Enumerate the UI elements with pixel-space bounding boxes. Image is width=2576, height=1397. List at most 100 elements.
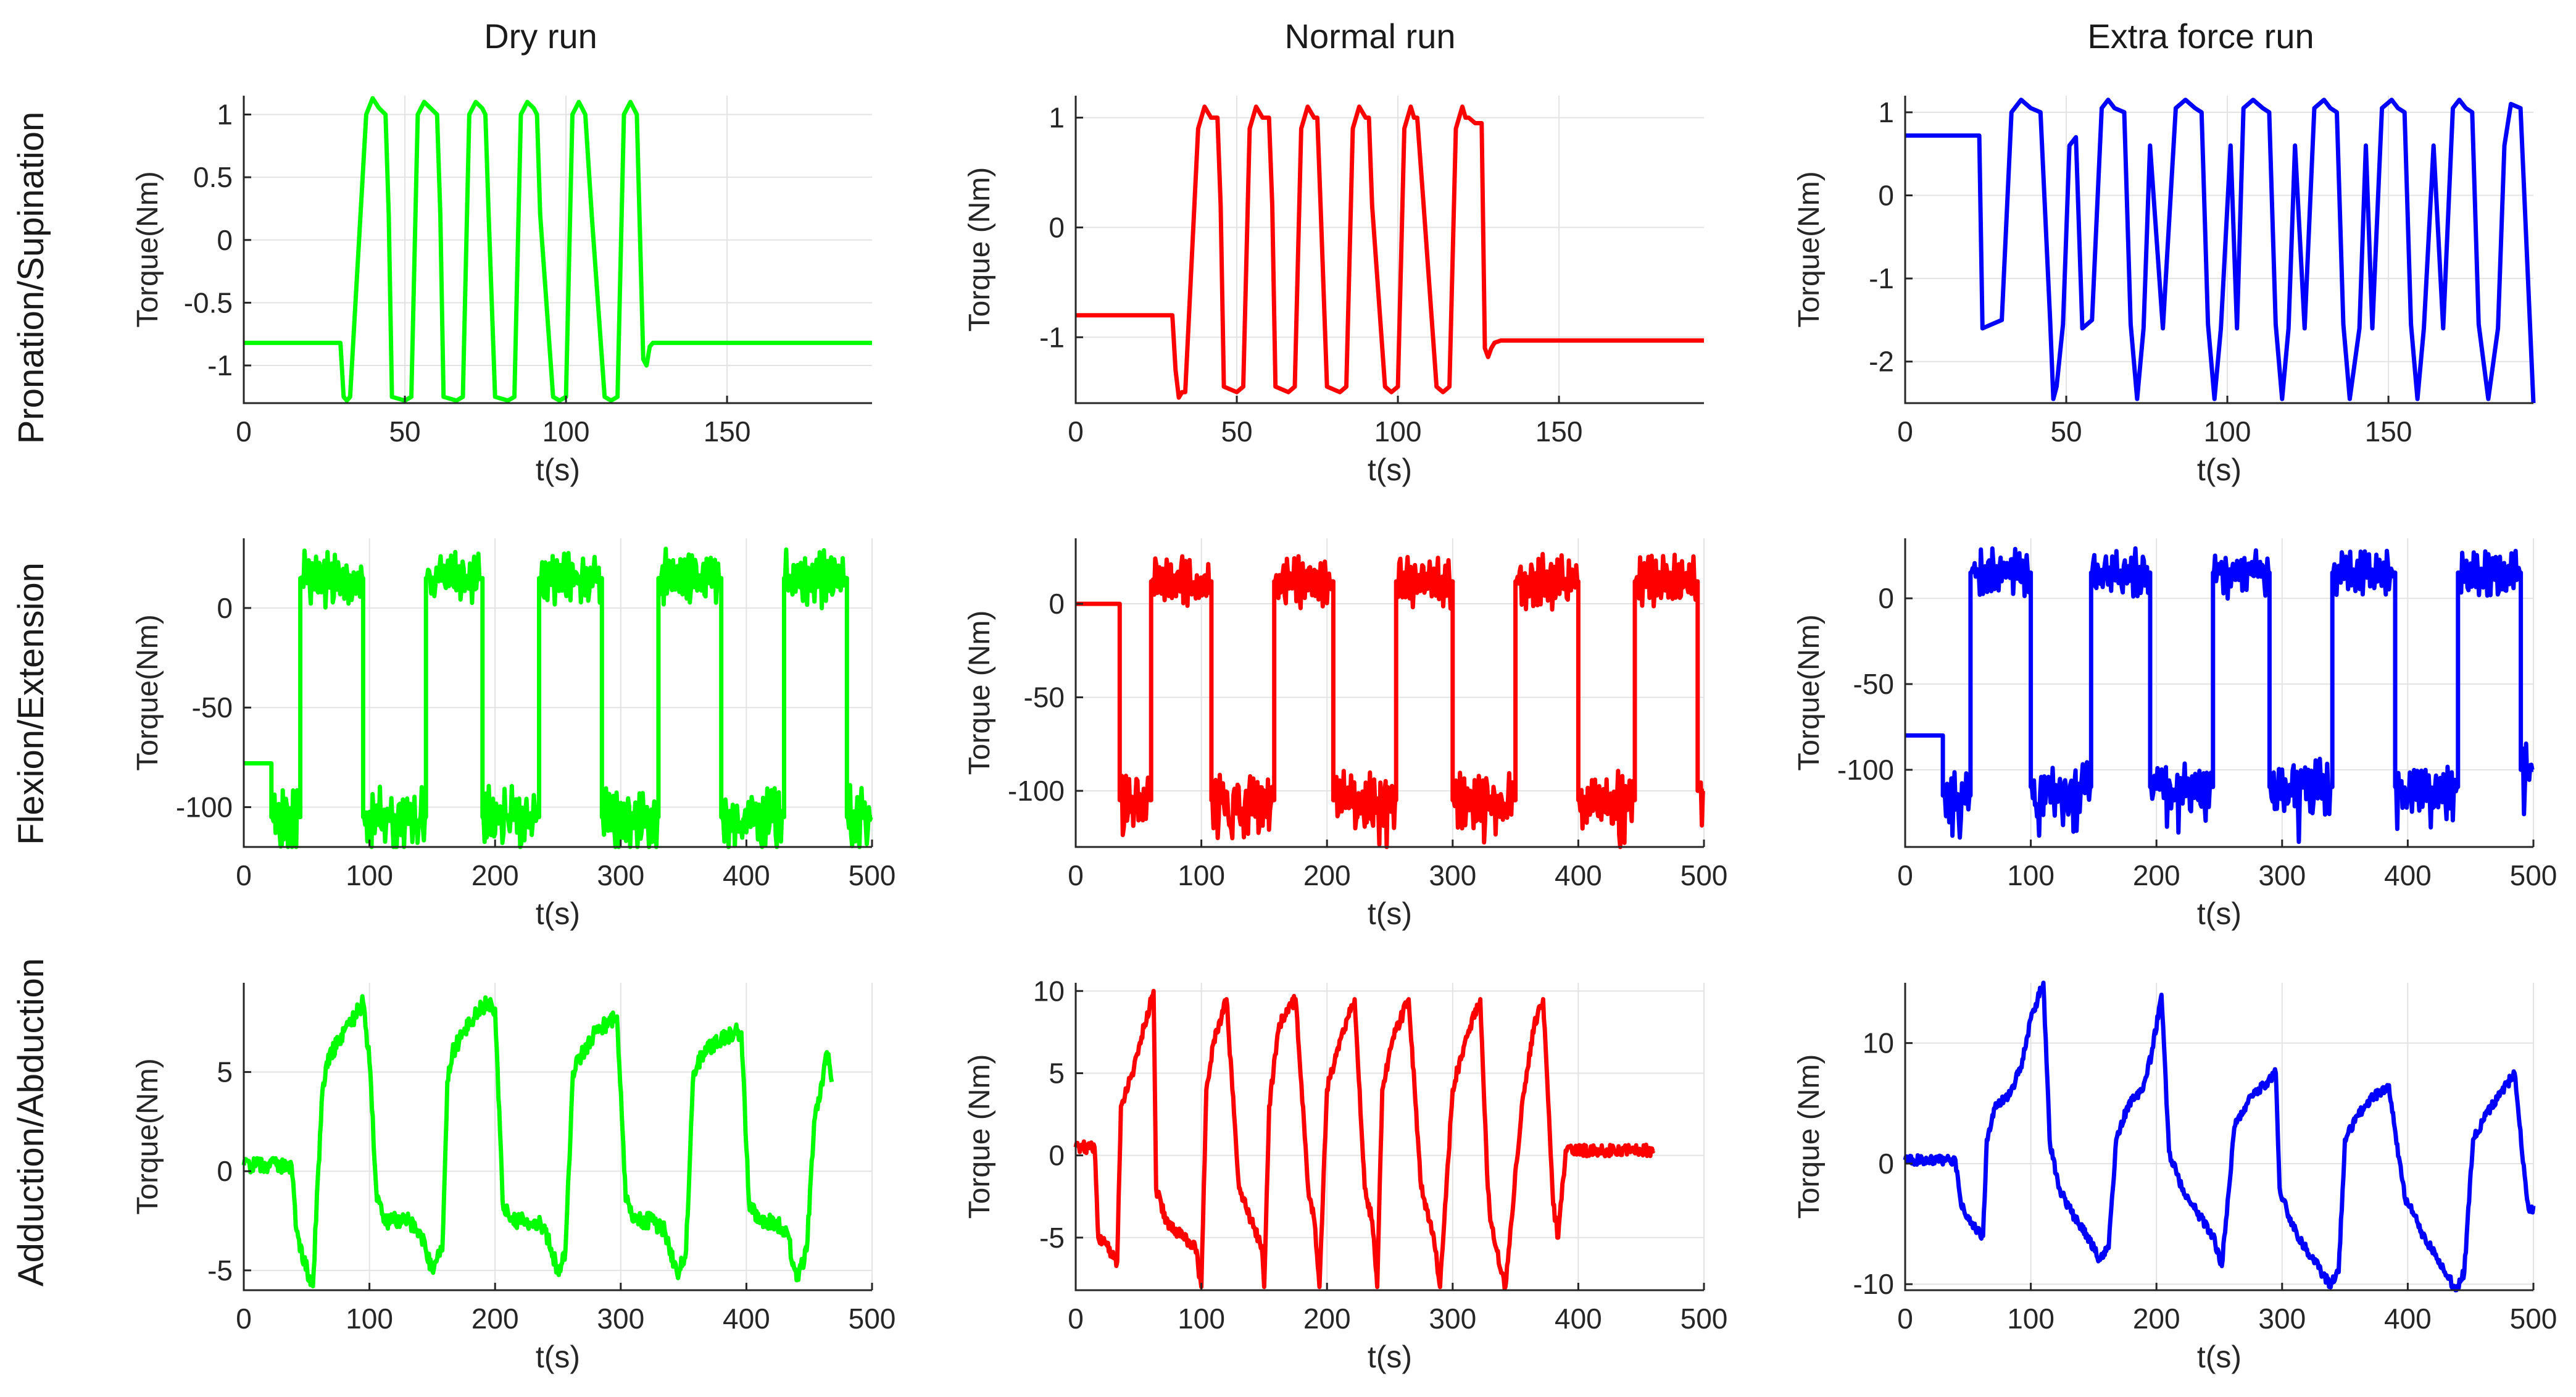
axes bbox=[1074, 983, 1704, 1291]
x-tick-label: 0 bbox=[236, 859, 252, 891]
x-tick-label: 200 bbox=[2133, 859, 2180, 891]
series-line-flexion-extension-dry-run bbox=[243, 546, 873, 849]
y-tick-label: 1 bbox=[217, 98, 233, 130]
y-tick-label: 1 bbox=[1878, 96, 1894, 128]
x-tick-label: 0 bbox=[1897, 1303, 1913, 1335]
x-tick-label: 200 bbox=[472, 859, 519, 891]
x-tick-label: 200 bbox=[1303, 859, 1351, 891]
x-tick-label: 300 bbox=[2258, 859, 2306, 891]
x-tick-label: 0 bbox=[1897, 415, 1913, 448]
y-tick-label: -2 bbox=[1869, 346, 1894, 378]
panel-flexion-extension-normal-run: 0 100 200 300 400 500 0 -50 -100 t(s) Torque (Nm) bbox=[963, 538, 1727, 931]
x-tick-label: 100 bbox=[346, 1303, 393, 1335]
y-axis-label: Torque(Nm) bbox=[1793, 614, 1826, 770]
x-tick-label: 150 bbox=[1535, 415, 1583, 448]
x-tick-label: 300 bbox=[597, 859, 644, 891]
x-tick-label: 300 bbox=[2258, 1303, 2306, 1335]
x-axis-label: t(s) bbox=[2197, 896, 2242, 931]
x-tick-label: 100 bbox=[1178, 1303, 1225, 1335]
column-title-normal-run: Normal run bbox=[1285, 17, 1456, 56]
x-tick-label: 400 bbox=[2384, 1303, 2432, 1335]
axes bbox=[1904, 983, 2533, 1291]
x-tick-label: 100 bbox=[2007, 859, 2055, 891]
x-tick-label: 200 bbox=[1303, 1303, 1351, 1335]
y-tick-label: 10 bbox=[1863, 1027, 1894, 1059]
y-tick-label: -10 bbox=[1853, 1268, 1894, 1300]
y-tick-label: 0 bbox=[1049, 588, 1065, 620]
x-tick-label: 0 bbox=[1897, 859, 1913, 891]
x-tick-label: 0 bbox=[236, 415, 252, 448]
x-axis-label: t(s) bbox=[2197, 1340, 2242, 1374]
row-title-flexion-extension: Flexion/Extension bbox=[11, 562, 51, 845]
y-tick-label: 0 bbox=[1878, 1148, 1894, 1180]
x-tick-label: 0 bbox=[236, 1303, 252, 1335]
y-tick-label: -50 bbox=[1024, 682, 1065, 714]
x-tick-label: 0 bbox=[1068, 1303, 1084, 1335]
x-tick-label: 500 bbox=[2510, 1303, 2557, 1335]
x-tick-label: 50 bbox=[1221, 415, 1252, 448]
x-axis-label: t(s) bbox=[536, 452, 580, 487]
x-tick-label: 300 bbox=[1429, 859, 1476, 891]
x-axis-label: t(s) bbox=[536, 1340, 580, 1374]
axes bbox=[1074, 96, 1704, 404]
row-title-adduction-abduction: Adduction/Abduction bbox=[11, 958, 51, 1286]
x-tick-label: 100 bbox=[346, 859, 393, 891]
x-axis-label: t(s) bbox=[2197, 452, 2242, 487]
series-line-pronation-supination-normal-run bbox=[1076, 104, 1704, 400]
series-line-pronation-supination-dry-run bbox=[244, 96, 872, 403]
x-tick-label: 200 bbox=[2133, 1303, 2180, 1335]
x-tick-label: 400 bbox=[1555, 1303, 1602, 1335]
series-line-adduction-abduction-normal-run bbox=[1073, 988, 1656, 1291]
series-line-flexion-extension-normal-run bbox=[1074, 552, 1705, 849]
x-tick-label: 0 bbox=[1068, 859, 1084, 891]
y-tick-label: 0 bbox=[217, 592, 233, 624]
y-tick-label: 0 bbox=[1049, 211, 1065, 243]
x-tick-label: 100 bbox=[2204, 415, 2251, 448]
column-title-dry-run: Dry run bbox=[484, 17, 597, 56]
panel-pronation-supination-dry-run: 0 50 100 150 1 0.5 0 -0.5 -1 t(s) Torque(Nm) bbox=[131, 96, 872, 487]
y-tick-label: 10 bbox=[1033, 975, 1065, 1007]
y-tick-label: -100 bbox=[176, 791, 233, 823]
y-tick-label: 0 bbox=[217, 224, 233, 256]
y-tick-label: 1 bbox=[1049, 102, 1065, 134]
x-tick-label: 50 bbox=[389, 415, 420, 448]
y-axis-label: Torque (Nm) bbox=[963, 167, 996, 332]
axes bbox=[243, 96, 872, 404]
y-axis-label: Torque (Nm) bbox=[963, 1054, 996, 1219]
y-tick-label: -1 bbox=[1869, 262, 1894, 294]
x-tick-label: 300 bbox=[597, 1303, 644, 1335]
x-tick-label: 300 bbox=[1429, 1303, 1476, 1335]
y-tick-label: 0 bbox=[1049, 1140, 1065, 1172]
y-tick-label: -5 bbox=[1039, 1222, 1065, 1254]
panel-flexion-extension-dry-run: 0 100 200 300 400 500 0 -50 -100 t(s) Torque(Nm) bbox=[131, 538, 895, 931]
x-tick-label: 150 bbox=[704, 415, 751, 448]
y-tick-label: -50 bbox=[1853, 668, 1894, 700]
y-tick-label: 0 bbox=[1878, 582, 1894, 614]
panel-flexion-extension-extra-force-run: 0 100 200 300 400 500 0 -50 -100 t(s) Torque(Nm) bbox=[1793, 538, 2557, 931]
x-tick-label: 100 bbox=[542, 415, 590, 448]
panel-pronation-supination-extra-force-run: 0 50 100 150 1 0 -1 -2 t(s) Torque(Nm) bbox=[1793, 96, 2536, 487]
x-axis-label: t(s) bbox=[1368, 452, 1412, 487]
axes bbox=[243, 983, 872, 1291]
x-tick-label: 150 bbox=[2365, 415, 2412, 448]
y-axis-label: Torque(Nm) bbox=[131, 171, 164, 327]
panel-adduction-abduction-normal-run: 0 100 200 300 400 500 10 5 0 -5 t(s) Torque (Nm) bbox=[963, 975, 1727, 1374]
y-tick-label: 0 bbox=[217, 1155, 233, 1187]
row-title-pronation-supination: Pronation/Supination bbox=[11, 112, 51, 444]
y-tick-label: -1 bbox=[1039, 321, 1065, 353]
x-axis-label: t(s) bbox=[1368, 1340, 1412, 1374]
series-line-flexion-extension-extra-force-run bbox=[1904, 546, 2535, 844]
y-axis-label: Torque(Nm) bbox=[1793, 171, 1826, 327]
column-title-extra-force-run: Extra force run bbox=[2087, 17, 2314, 56]
x-tick-label: 200 bbox=[472, 1303, 519, 1335]
y-axis-label: Torque(Nm) bbox=[131, 1058, 164, 1214]
y-axis-label: Torque (Nm) bbox=[1793, 1054, 1826, 1219]
y-axis-label: Torque (Nm) bbox=[963, 611, 996, 775]
x-tick-label: 100 bbox=[2007, 1303, 2055, 1335]
x-tick-label: 400 bbox=[2384, 859, 2432, 891]
y-tick-label: 0.5 bbox=[193, 161, 233, 193]
